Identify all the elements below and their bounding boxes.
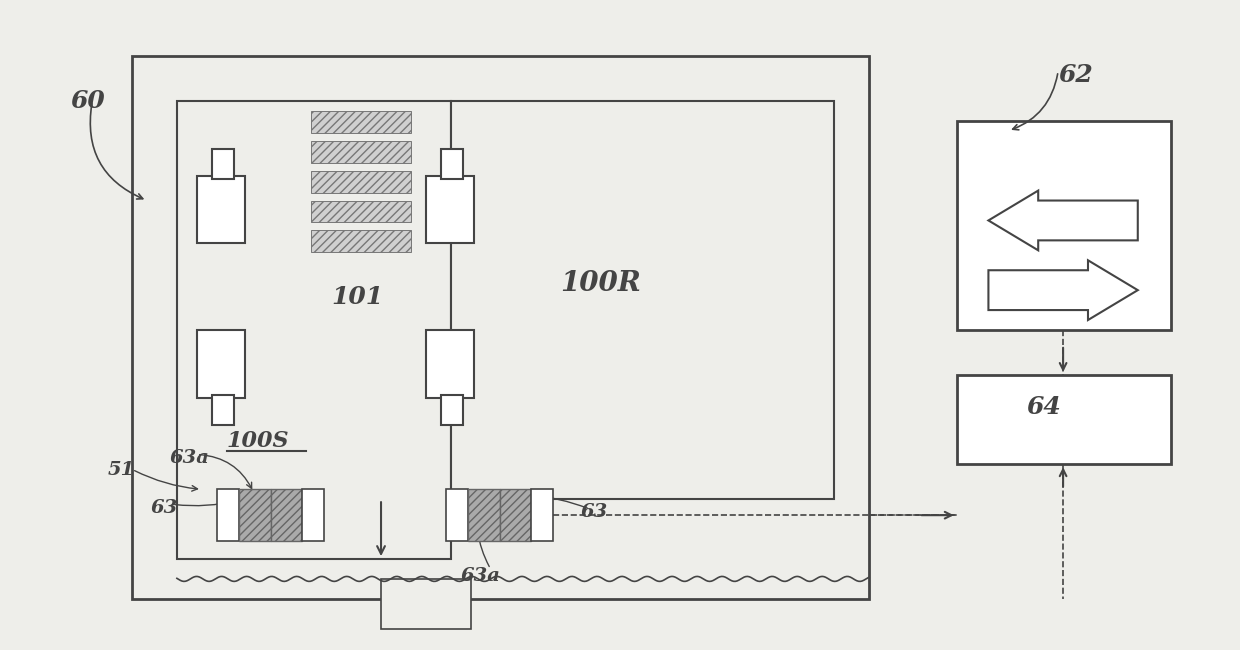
Bar xyxy=(177,101,450,559)
Bar xyxy=(532,489,553,541)
Bar xyxy=(197,330,244,398)
Bar xyxy=(238,489,270,541)
Bar xyxy=(425,176,474,243)
Text: 100R: 100R xyxy=(560,270,641,297)
Bar xyxy=(133,56,869,599)
Text: 63a: 63a xyxy=(461,567,501,585)
Bar xyxy=(311,141,410,162)
Bar xyxy=(311,201,410,222)
Bar xyxy=(212,149,233,179)
Bar xyxy=(311,230,410,252)
Bar xyxy=(311,171,410,192)
Text: 64: 64 xyxy=(1027,395,1061,419)
Bar xyxy=(311,111,410,133)
Bar xyxy=(440,149,463,179)
Text: 63: 63 xyxy=(580,503,608,521)
Bar xyxy=(956,121,1171,330)
Bar xyxy=(303,489,325,541)
Bar xyxy=(450,101,835,499)
Polygon shape xyxy=(988,260,1138,320)
Bar xyxy=(197,176,244,243)
Bar xyxy=(217,489,238,541)
Bar xyxy=(445,489,467,541)
Bar xyxy=(500,489,532,541)
Text: 51: 51 xyxy=(107,462,134,480)
Text: 101: 101 xyxy=(331,285,383,309)
Text: 62: 62 xyxy=(1058,63,1092,87)
Bar xyxy=(212,395,233,424)
Text: 100S: 100S xyxy=(227,430,289,452)
Bar xyxy=(467,489,500,541)
Bar xyxy=(270,489,303,541)
Bar xyxy=(425,330,474,398)
Bar xyxy=(956,375,1171,464)
Polygon shape xyxy=(988,190,1138,250)
Text: 63a: 63a xyxy=(170,449,210,467)
Bar xyxy=(440,395,463,424)
Bar xyxy=(381,579,471,629)
Text: 63: 63 xyxy=(150,499,177,517)
Text: 60: 60 xyxy=(71,89,105,113)
